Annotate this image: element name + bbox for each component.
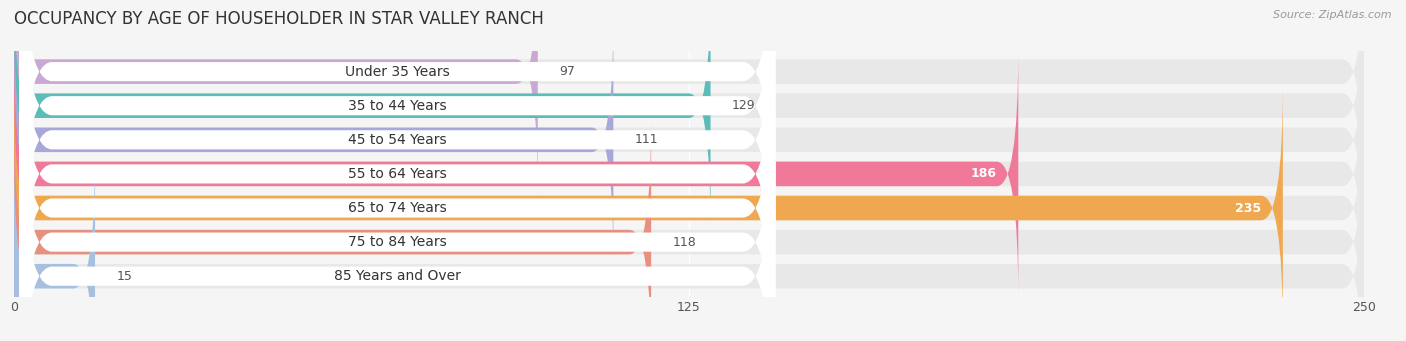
- FancyBboxPatch shape: [14, 118, 1364, 341]
- Text: 35 to 44 Years: 35 to 44 Years: [349, 99, 447, 113]
- Text: 186: 186: [970, 167, 997, 180]
- Text: Under 35 Years: Under 35 Years: [344, 64, 450, 79]
- Text: 75 to 84 Years: 75 to 84 Years: [349, 235, 447, 249]
- FancyBboxPatch shape: [20, 47, 775, 341]
- Text: 15: 15: [117, 270, 132, 283]
- FancyBboxPatch shape: [14, 16, 1364, 264]
- Text: 129: 129: [733, 99, 756, 112]
- Text: 85 Years and Over: 85 Years and Over: [335, 269, 461, 283]
- Text: OCCUPANCY BY AGE OF HOUSEHOLDER IN STAR VALLEY RANCH: OCCUPANCY BY AGE OF HOUSEHOLDER IN STAR …: [14, 10, 544, 28]
- Text: 111: 111: [636, 133, 658, 146]
- Text: 55 to 64 Years: 55 to 64 Years: [349, 167, 447, 181]
- Text: 45 to 54 Years: 45 to 54 Years: [349, 133, 447, 147]
- FancyBboxPatch shape: [20, 13, 775, 341]
- FancyBboxPatch shape: [14, 152, 1364, 341]
- FancyBboxPatch shape: [14, 84, 1282, 332]
- FancyBboxPatch shape: [14, 0, 710, 230]
- FancyBboxPatch shape: [20, 0, 775, 341]
- FancyBboxPatch shape: [14, 0, 1364, 230]
- FancyBboxPatch shape: [14, 16, 613, 264]
- FancyBboxPatch shape: [14, 118, 651, 341]
- FancyBboxPatch shape: [14, 0, 1364, 196]
- Text: Source: ZipAtlas.com: Source: ZipAtlas.com: [1274, 10, 1392, 20]
- Text: 235: 235: [1234, 202, 1261, 214]
- FancyBboxPatch shape: [14, 152, 96, 341]
- FancyBboxPatch shape: [20, 0, 775, 335]
- FancyBboxPatch shape: [20, 0, 775, 267]
- FancyBboxPatch shape: [20, 0, 775, 301]
- FancyBboxPatch shape: [20, 81, 775, 341]
- FancyBboxPatch shape: [14, 50, 1364, 298]
- Text: 65 to 74 Years: 65 to 74 Years: [349, 201, 447, 215]
- FancyBboxPatch shape: [14, 50, 1018, 298]
- FancyBboxPatch shape: [14, 84, 1364, 332]
- Text: 118: 118: [672, 236, 696, 249]
- FancyBboxPatch shape: [14, 0, 537, 196]
- Text: 97: 97: [560, 65, 575, 78]
